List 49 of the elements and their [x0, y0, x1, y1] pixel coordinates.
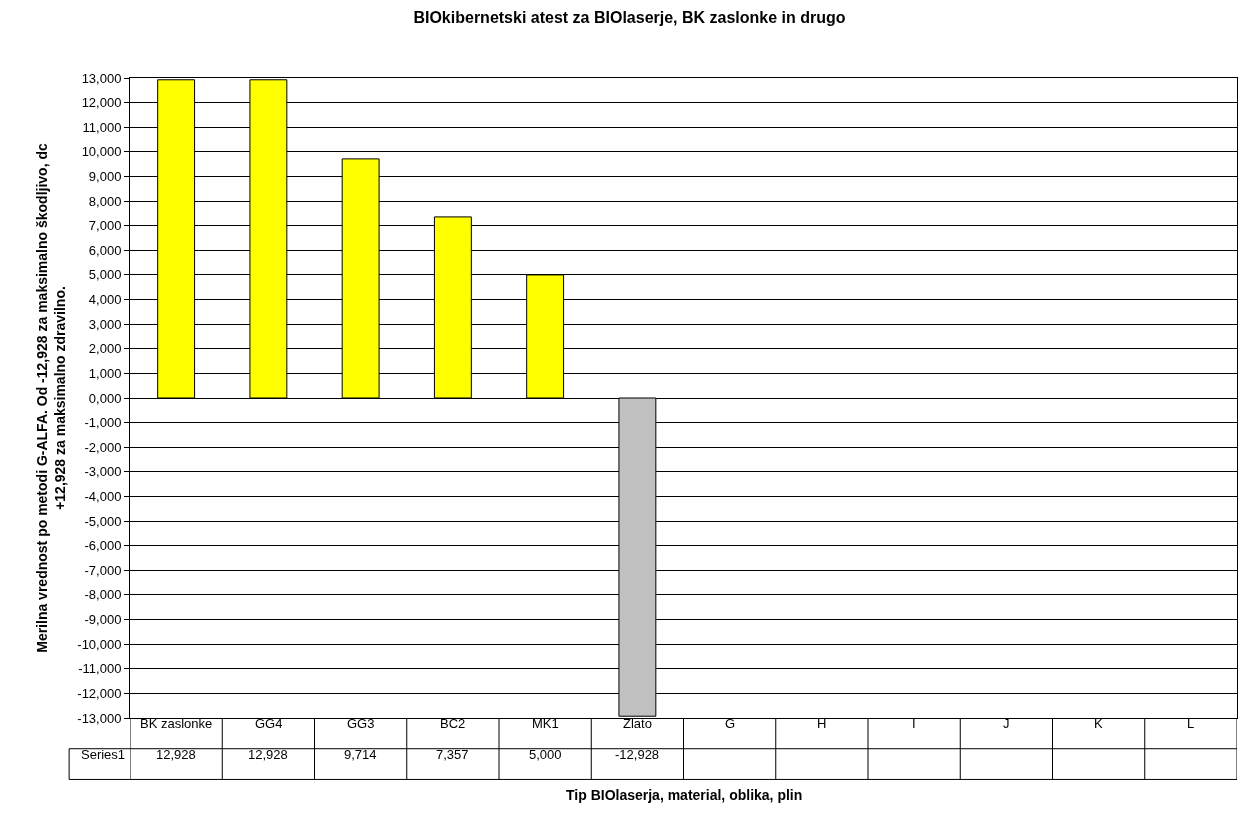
y-tick-label: 6,000 — [88, 242, 122, 258]
data-label: -12,928 — [615, 747, 660, 762]
data-label: 12,928 — [248, 747, 288, 762]
y-tick-label: -4,000 — [84, 489, 122, 505]
legend-label: Series1 — [81, 747, 126, 762]
y-tick-label: 4,000 — [88, 292, 122, 308]
x-axis-title: Tip BIOlaserja, material, oblika, plin — [566, 787, 803, 803]
y-tick-label: 12,000 — [81, 95, 122, 111]
y-tick-label: -11,000 — [78, 661, 122, 677]
x-tick-label: MK1 — [532, 716, 559, 731]
y-tick-label: -9,000 — [84, 612, 122, 628]
x-tick-label: J — [1003, 716, 1010, 731]
x-tick-label: H — [817, 716, 827, 731]
x-tick-label: G — [725, 716, 736, 731]
y-tick-label: 1,000 — [88, 365, 122, 381]
y-tick-label: 5,000 — [88, 267, 122, 283]
y-tick-label: 13,000 — [81, 70, 122, 86]
y-tick-label: 0,000 — [88, 390, 122, 406]
x-tick-label: GG4 — [255, 716, 283, 731]
data-label: 9,714 — [344, 747, 377, 762]
y-tick-label: -12,000 — [77, 685, 122, 701]
y-tick-label: 7,000 — [88, 218, 122, 234]
y-tick-label: -8,000 — [84, 587, 122, 603]
y-tick-label: -13,000 — [77, 710, 122, 726]
y-tick-label: -3,000 — [84, 464, 122, 480]
x-tick-label: GG3 — [347, 716, 375, 731]
y-tick-label: 3,000 — [88, 316, 122, 332]
y-tick-label: -5,000 — [84, 513, 122, 529]
x-tick-label: K — [1094, 716, 1103, 731]
data-label: 5,000 — [529, 747, 562, 762]
x-tick-label: I — [912, 716, 916, 731]
y-tick-label: -10,000 — [77, 636, 122, 652]
y-tick-label: -1,000 — [84, 415, 122, 431]
data-label: 7,357 — [436, 747, 469, 762]
y-tick-label: 9,000 — [88, 169, 122, 185]
x-tick-label: L — [1187, 716, 1195, 731]
y-tick-label: 8,000 — [88, 193, 122, 209]
data-label: 12,928 — [156, 747, 196, 762]
y-tick-label: 10,000 — [81, 144, 122, 160]
chart-title: BIOkibernetski atest za BIOlaserje, BK zaslonke in drugo — [413, 9, 846, 27]
x-tick-label: BK zaslonke — [140, 716, 213, 731]
y-tick-label: -2,000 — [84, 439, 122, 455]
x-tick-label: Zlato — [623, 716, 652, 731]
y-tick-label: 11,000 — [82, 119, 122, 135]
x-tick-label: BC2 — [440, 716, 466, 731]
y-tick-label: -7,000 — [84, 562, 122, 578]
y-tick-label: -6,000 — [84, 538, 122, 554]
y-axis-title: Merilna vrednost po metodi G-ALFA. Od -12,928 za maksimalno škodljivo, dc +12,928 za maksimalno zdravilno. — [33, 143, 68, 653]
y-tick-label: 2,000 — [88, 341, 122, 357]
